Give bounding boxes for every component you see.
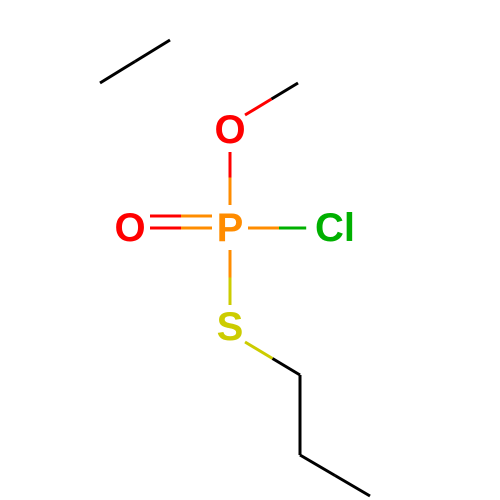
molecule-diagram: P O O Cl S <box>0 0 500 500</box>
atom-label-cl: Cl <box>315 206 355 250</box>
atom-label-p: P <box>217 206 244 250</box>
atom-label-s: S <box>217 305 244 349</box>
atom-label-o1: O <box>214 108 245 152</box>
atom-label-o2: O <box>114 206 145 250</box>
